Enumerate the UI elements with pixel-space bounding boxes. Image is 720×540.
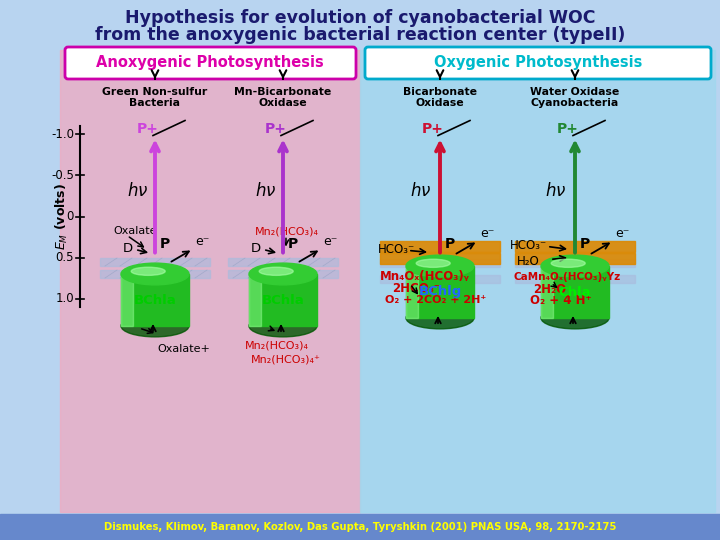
Text: e⁻: e⁻ (615, 227, 629, 240)
Text: BChla: BChla (134, 294, 176, 307)
Text: P: P (445, 238, 455, 252)
Text: Oxidase: Oxidase (415, 98, 464, 108)
Ellipse shape (406, 307, 474, 329)
Bar (541, 266, 553, 318)
Text: 0.5: 0.5 (55, 251, 74, 264)
Bar (121, 274, 189, 326)
Text: $h\nu$: $h\nu$ (127, 182, 148, 200)
Ellipse shape (416, 259, 450, 267)
Text: P: P (580, 238, 590, 252)
Text: e⁻: e⁻ (480, 227, 495, 240)
Text: Oxygenic Photosynthesis: Oxygenic Photosynthesis (434, 56, 642, 71)
Text: D: D (123, 242, 133, 255)
Bar (380, 275, 500, 283)
Text: Oxalate: Oxalate (113, 226, 156, 237)
Bar (406, 266, 474, 318)
Text: Mn₂(HCO₃)₄: Mn₂(HCO₃)₄ (255, 226, 319, 237)
Ellipse shape (249, 315, 317, 337)
Bar (515, 275, 635, 283)
Text: Bacteria: Bacteria (130, 98, 181, 108)
Text: 2H₂O: 2H₂O (533, 283, 566, 296)
Text: Green Non-sulfur: Green Non-sulfur (102, 87, 207, 97)
Bar (515, 241, 635, 252)
Text: $E_M$ (volts): $E_M$ (volts) (54, 183, 70, 250)
Bar (249, 274, 317, 326)
Text: P+: P+ (265, 122, 287, 136)
Ellipse shape (131, 267, 165, 275)
Text: P+: P+ (422, 122, 444, 136)
Text: Water Oxidase: Water Oxidase (531, 87, 620, 97)
Ellipse shape (259, 267, 293, 275)
Text: BChlg: BChlg (418, 286, 462, 299)
Bar (380, 259, 500, 267)
Text: -1.0: -1.0 (51, 128, 74, 141)
FancyBboxPatch shape (365, 47, 711, 79)
Text: H₂O: H₂O (517, 255, 540, 268)
Text: -0.5: -0.5 (51, 169, 74, 182)
Bar (380, 241, 500, 252)
Bar (360, 50, 715, 512)
Bar (228, 270, 338, 278)
Text: P+: P+ (137, 122, 159, 136)
Text: Chla: Chla (559, 286, 591, 299)
Text: $h\nu$: $h\nu$ (410, 182, 431, 200)
Text: P: P (288, 238, 298, 252)
Text: 0: 0 (67, 210, 74, 223)
Ellipse shape (541, 255, 609, 277)
Text: Bicarbonate: Bicarbonate (403, 87, 477, 97)
Bar (121, 274, 133, 326)
Text: e⁻: e⁻ (195, 235, 210, 248)
Text: $h\nu$: $h\nu$ (255, 182, 276, 200)
Bar (60, 50, 360, 512)
Text: BChla: BChla (261, 294, 305, 307)
Text: Cyanobacteria: Cyanobacteria (531, 98, 619, 108)
FancyBboxPatch shape (65, 47, 356, 79)
Bar (0, 514, 720, 540)
Text: from the anoxygenic bacterial reaction center (typeII): from the anoxygenic bacterial reaction c… (95, 26, 625, 44)
Ellipse shape (121, 263, 189, 285)
Text: D: D (251, 242, 261, 255)
Bar (515, 253, 635, 264)
Text: O₂ + 4 H⁺: O₂ + 4 H⁺ (530, 294, 592, 307)
Text: 1.0: 1.0 (55, 292, 74, 305)
Bar (406, 266, 418, 318)
Ellipse shape (121, 315, 189, 337)
Bar (100, 258, 210, 266)
Text: P+: P+ (557, 122, 579, 136)
Text: HCO₃⁻: HCO₃⁻ (510, 239, 547, 252)
Bar (228, 258, 338, 266)
Text: HCO₃⁻: HCO₃⁻ (378, 243, 415, 256)
Text: Hypothesis for evolution of cyanobacterial WOC: Hypothesis for evolution of cyanobacteri… (125, 9, 595, 27)
Ellipse shape (552, 259, 585, 267)
Text: Anoxygenic Photosynthesis: Anoxygenic Photosynthesis (96, 56, 324, 71)
Ellipse shape (406, 255, 474, 277)
Bar (541, 266, 609, 318)
Bar (249, 274, 261, 326)
Ellipse shape (249, 263, 317, 285)
Text: Mn₂(HCO₃)₄: Mn₂(HCO₃)₄ (245, 341, 309, 351)
Text: Mn₂(HCO₃)₄⁺: Mn₂(HCO₃)₄⁺ (251, 354, 321, 364)
Bar (100, 270, 210, 278)
Text: 2HCO₃⁻: 2HCO₃⁻ (392, 282, 440, 295)
Bar (515, 259, 635, 267)
Text: Oxalate+: Oxalate+ (157, 344, 210, 354)
Text: Mn-Bicarbonate: Mn-Bicarbonate (235, 87, 332, 97)
Text: O₂ + 2CO₂ + 2H⁺: O₂ + 2CO₂ + 2H⁺ (385, 295, 486, 305)
Text: $h\nu$: $h\nu$ (545, 182, 567, 200)
Text: CaMn₄Oₓ(HCO₃)ᵧYz: CaMn₄Oₓ(HCO₃)ᵧYz (513, 272, 620, 282)
Text: Dismukes, Klimov, Baranov, Kozlov, Das Gupta, Tyryshkin (2001) PNAS USA, 98, 217: Dismukes, Klimov, Baranov, Kozlov, Das G… (104, 522, 616, 532)
Text: P: P (160, 238, 170, 252)
Ellipse shape (541, 307, 609, 329)
Text: e⁻: e⁻ (323, 235, 338, 248)
Bar (380, 253, 500, 264)
Text: Mn₄Oₓ(HCO₃)ᵧ: Mn₄Oₓ(HCO₃)ᵧ (380, 270, 470, 283)
Text: Oxidase: Oxidase (258, 98, 307, 108)
